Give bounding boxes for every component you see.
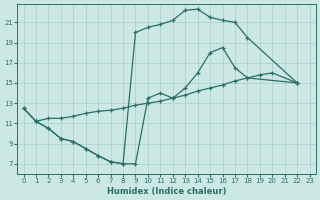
X-axis label: Humidex (Indice chaleur): Humidex (Indice chaleur) bbox=[107, 187, 226, 196]
